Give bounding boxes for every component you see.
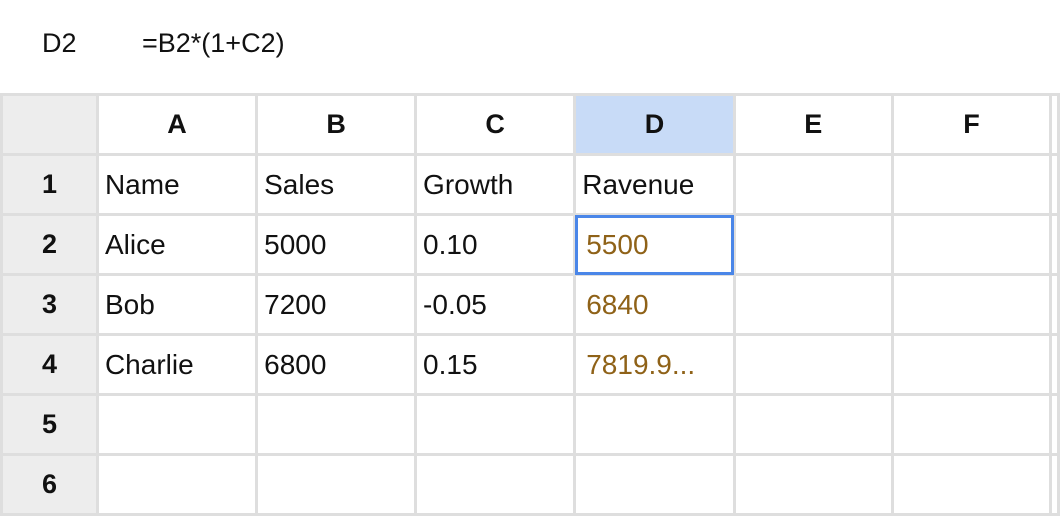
cell-d3[interactable]: 6840 [573, 273, 736, 336]
cell-e3[interactable] [732, 273, 894, 336]
cell-b3[interactable]: 7200 [255, 273, 418, 336]
spreadsheet-grid: A B C D E F 1 Name Sales Growth Ravenue … [0, 93, 1060, 516]
cell-partial[interactable] [1049, 333, 1060, 396]
cell-e4[interactable] [732, 333, 894, 396]
row-header-5[interactable]: 5 [0, 393, 99, 456]
cell-f3[interactable] [890, 273, 1053, 336]
column-header-b[interactable]: B [255, 93, 418, 156]
select-all-corner[interactable] [0, 93, 99, 156]
cell-d1[interactable]: Ravenue [573, 153, 736, 216]
cell-f5[interactable] [890, 393, 1053, 456]
cell-f6[interactable] [890, 453, 1053, 516]
cell-c4[interactable]: 0.15 [414, 333, 577, 396]
cell-d6[interactable] [573, 453, 736, 516]
cell-c5[interactable] [414, 393, 577, 456]
cell-b5[interactable] [255, 393, 418, 456]
cell-c2[interactable]: 0.10 [414, 213, 577, 276]
cell-partial[interactable] [1049, 273, 1060, 336]
cell-c1[interactable]: Growth [414, 153, 577, 216]
cell-e2[interactable] [732, 213, 894, 276]
row-header-2[interactable]: 2 [0, 213, 99, 276]
column-header-e[interactable]: E [732, 93, 894, 156]
cell-e6[interactable] [732, 453, 894, 516]
formula-bar: D2 =B2*(1+C2) [0, 0, 1060, 92]
row-header-4[interactable]: 4 [0, 333, 99, 396]
cell-partial[interactable] [1049, 213, 1060, 276]
cell-b6[interactable] [255, 453, 418, 516]
column-header-d[interactable]: D [573, 93, 736, 156]
column-header-a[interactable]: A [95, 93, 259, 156]
cell-partial[interactable] [1049, 393, 1060, 456]
cell-e1[interactable] [732, 153, 894, 216]
cell-c3[interactable]: -0.05 [414, 273, 577, 336]
cell-b2[interactable]: 5000 [255, 213, 418, 276]
row-header-3[interactable]: 3 [0, 273, 99, 336]
cell-d4[interactable]: 7819.9... [573, 333, 736, 396]
column-header-f[interactable]: F [890, 93, 1053, 156]
cell-c6[interactable] [414, 453, 577, 516]
cell-a4[interactable]: Charlie [95, 333, 259, 396]
cell-a3[interactable]: Bob [95, 273, 259, 336]
cell-e5[interactable] [732, 393, 894, 456]
cell-f1[interactable] [890, 153, 1053, 216]
column-header-partial[interactable] [1049, 93, 1060, 156]
cell-d2-active[interactable]: 5500 [573, 213, 736, 276]
row-header-6[interactable]: 6 [0, 453, 99, 516]
cell-a1[interactable]: Name [95, 153, 259, 216]
cell-b1[interactable]: Sales [255, 153, 418, 216]
cell-d5[interactable] [573, 393, 736, 456]
cell-a6[interactable] [95, 453, 259, 516]
cell-a5[interactable] [95, 393, 259, 456]
cell-f4[interactable] [890, 333, 1053, 396]
cell-reference-box[interactable]: D2 [42, 28, 77, 58]
cell-f2[interactable] [890, 213, 1053, 276]
cell-partial[interactable] [1049, 153, 1060, 216]
cell-b4[interactable]: 6800 [255, 333, 418, 396]
cell-partial[interactable] [1049, 453, 1060, 516]
formula-input[interactable]: =B2*(1+C2) [142, 28, 285, 58]
row-header-1[interactable]: 1 [0, 153, 99, 216]
cell-a2[interactable]: Alice [95, 213, 259, 276]
column-header-c[interactable]: C [414, 93, 577, 156]
